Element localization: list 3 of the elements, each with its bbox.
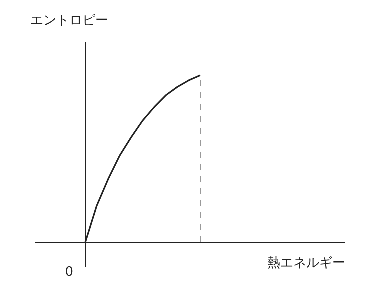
text: 0 <box>65 264 74 280</box>
y-axis-title: エントロピー <box>30 14 108 29</box>
x-axis-title: 熱エネルギー <box>268 256 346 271</box>
